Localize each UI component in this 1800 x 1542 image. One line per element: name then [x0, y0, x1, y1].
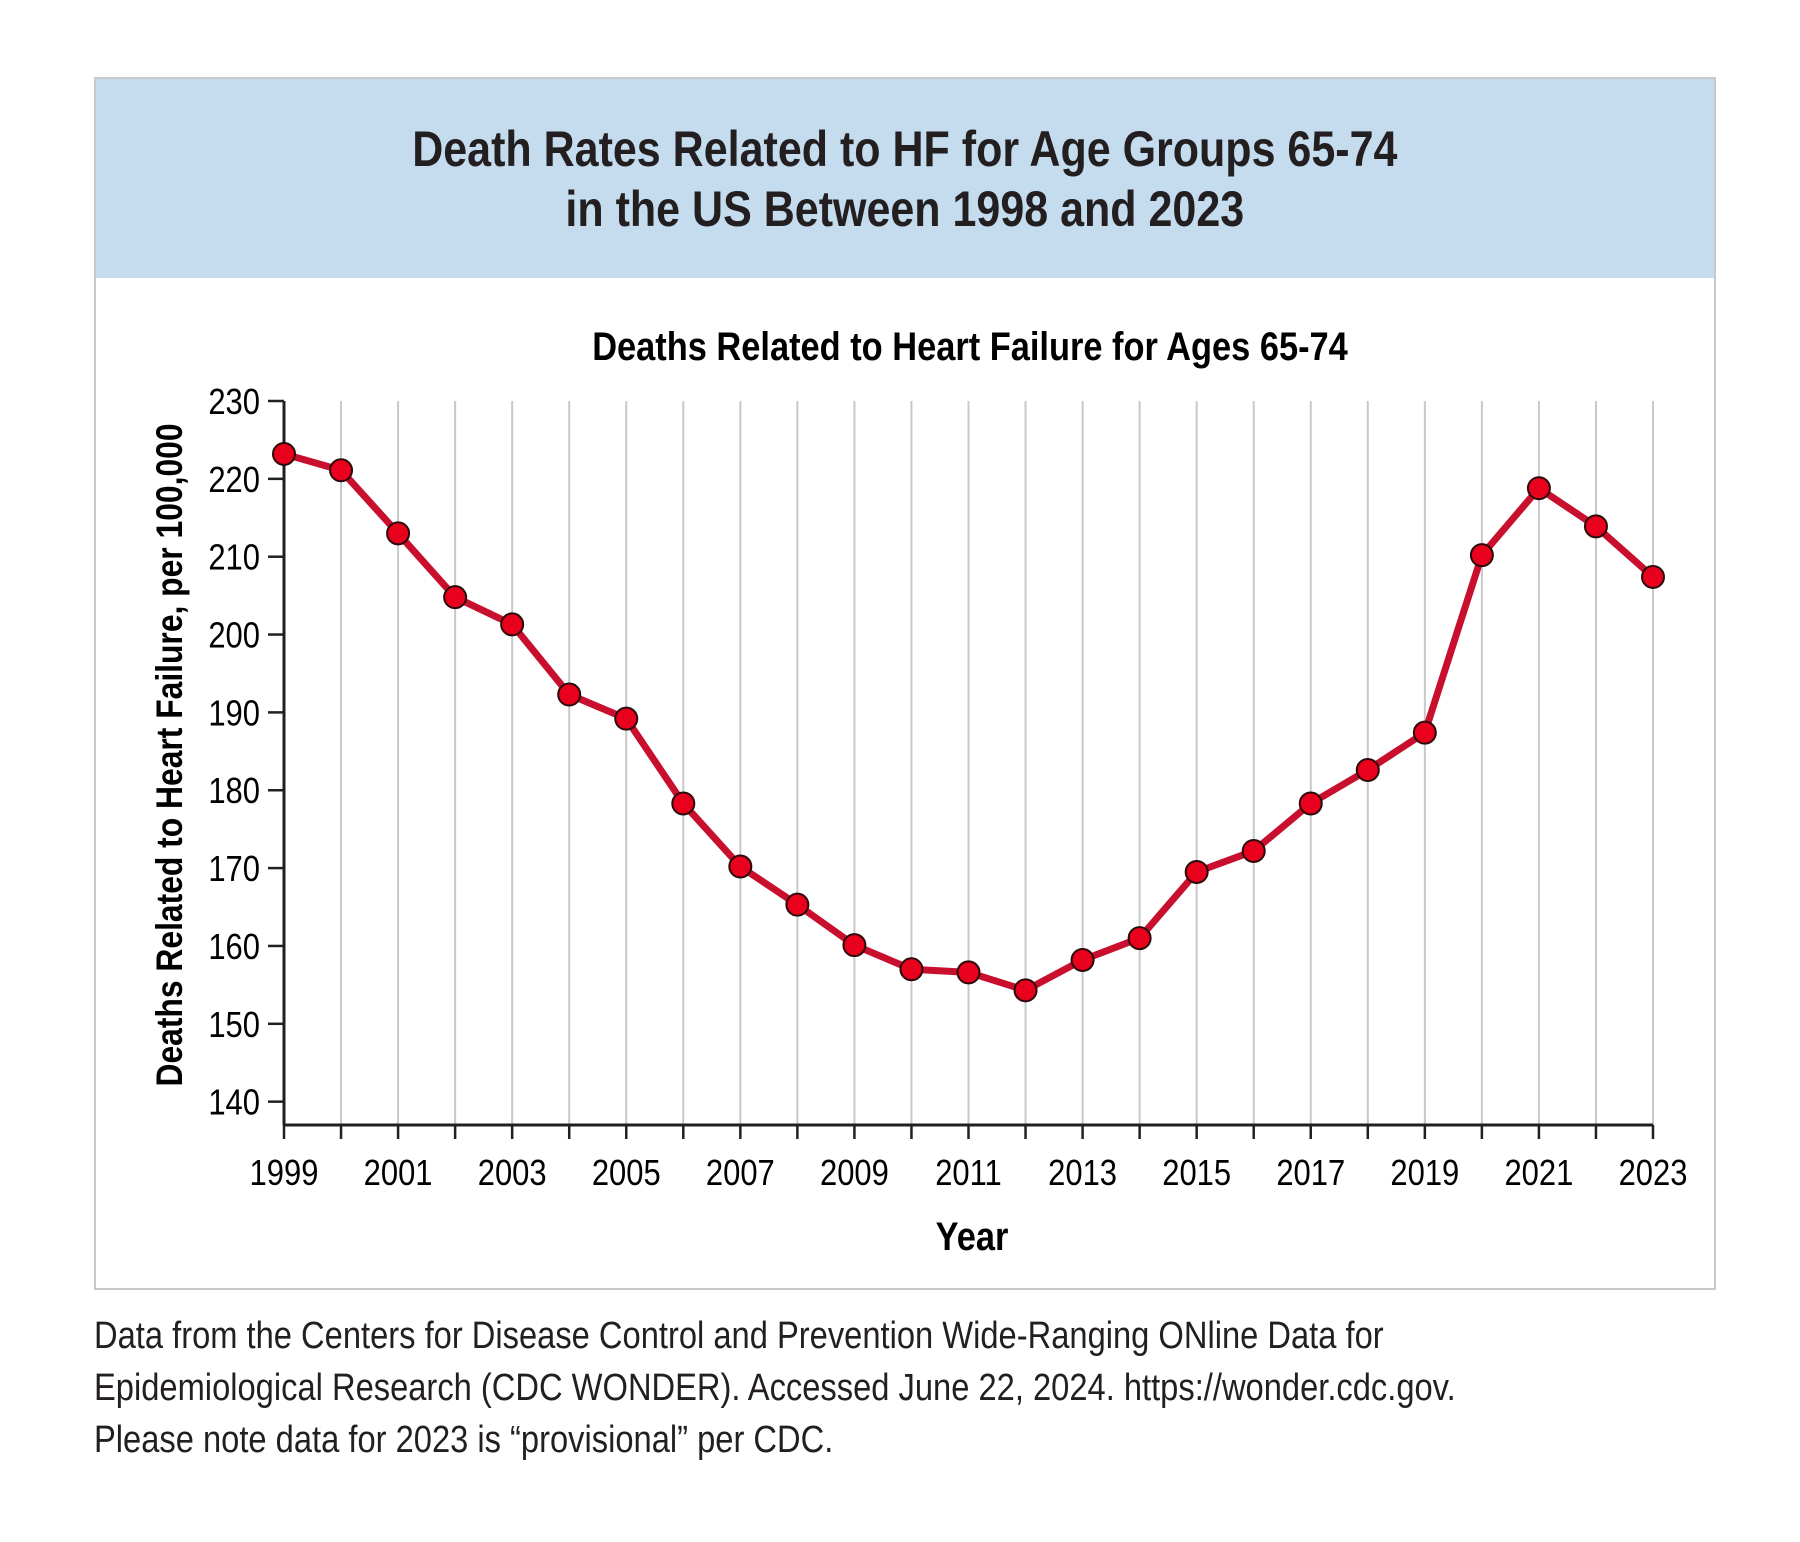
- y-axis-ticks: 140 150 160 170 180 190 200 210 220 230: [208, 383, 284, 1123]
- data-point-2014: [1127, 926, 1152, 951]
- page-title: Death Rates Related to HF for Age Groups…: [412, 119, 1397, 239]
- data-point-2015: [1184, 859, 1209, 884]
- y-tick-label-140: 140: [208, 1084, 260, 1124]
- data-point-2006: [671, 791, 696, 816]
- data-point-2009: [842, 933, 867, 958]
- chart-frame: Death Rates Related to HF for Age Groups…: [94, 77, 1716, 1290]
- data-point-2012: [1013, 978, 1038, 1003]
- y-tick-label-180: 180: [208, 772, 260, 812]
- y-tick-label-230: 230: [208, 383, 260, 423]
- series-group: [272, 441, 1665, 1003]
- x-tick-label-2003: 2003: [478, 1154, 547, 1194]
- header-banner: Death Rates Related to HF for Age Groups…: [96, 79, 1714, 278]
- y-tick-label-170: 170: [208, 850, 260, 890]
- page-title-line-1: Death Rates Related to HF for Age Groups…: [412, 120, 1398, 177]
- data-point-2011: [956, 960, 981, 985]
- line-chart: Deaths Related to Heart Failure for Ages…: [150, 324, 1688, 1259]
- source-note-line-1: Data from the Centers for Disease Contro…: [94, 1315, 1384, 1357]
- y-tick-label-160: 160: [208, 928, 260, 968]
- data-point-2016: [1241, 838, 1266, 863]
- x-tick-label-2015: 2015: [1162, 1154, 1231, 1194]
- x-axis-ticks: 1999 2001 2003 2005 2007 2009 2011 2013 2015 2017…: [250, 1125, 1688, 1194]
- chart-title: Deaths Related to Heart Failure for Ages…: [592, 324, 1348, 369]
- x-tick-label-2017: 2017: [1276, 1154, 1345, 1194]
- data-point-2001: [386, 521, 411, 546]
- y-tick-label-220: 220: [208, 461, 260, 501]
- x-tick-label-1999: 1999: [250, 1154, 319, 1194]
- data-point-2018: [1355, 758, 1380, 783]
- x-tick-label-2019: 2019: [1390, 1154, 1459, 1194]
- x-tick-label-2009: 2009: [820, 1154, 889, 1194]
- data-point-2004: [557, 682, 582, 707]
- y-tick-label-190: 190: [208, 694, 260, 734]
- source-note-line-3: Please note data for 2023 is “provisiona…: [94, 1419, 834, 1461]
- y-axis-label: Deaths Related to Heart Failure, per 100…: [150, 423, 191, 1086]
- grid-lines: [340, 401, 1654, 1125]
- data-point-2002: [443, 585, 468, 610]
- data-point-2019: [1412, 720, 1437, 745]
- data-point-2010: [899, 957, 924, 982]
- source-note-line-2: Epidemiological Research (CDC WONDER). A…: [94, 1367, 1456, 1409]
- x-tick-label-2001: 2001: [364, 1154, 433, 1194]
- x-tick-label-2023: 2023: [1619, 1154, 1688, 1194]
- page-title-line-2: in the US Between 1998 and 2023: [565, 180, 1245, 237]
- data-point-2008: [785, 892, 810, 917]
- data-point-2007: [728, 854, 753, 879]
- data-point-2017: [1298, 791, 1323, 816]
- data-point-1999: [272, 441, 296, 466]
- source-note: Data from the Centers for Disease Contro…: [94, 1310, 1504, 1466]
- y-tick-label-200: 200: [208, 616, 260, 656]
- data-point-2020: [1469, 543, 1494, 568]
- data-point-2005: [614, 706, 639, 731]
- y-tick-label-150: 150: [208, 1006, 260, 1046]
- x-tick-label-2021: 2021: [1504, 1154, 1573, 1194]
- data-point-2013: [1070, 947, 1095, 972]
- data-point-2021: [1526, 476, 1551, 501]
- x-tick-label-2011: 2011: [935, 1154, 1002, 1194]
- data-point-2022: [1583, 514, 1608, 539]
- x-tick-label-2005: 2005: [592, 1154, 661, 1194]
- data-point-2003: [500, 612, 525, 637]
- x-tick-label-2007: 2007: [706, 1154, 775, 1194]
- x-tick-label-2013: 2013: [1048, 1154, 1117, 1194]
- x-axis-label: Year: [936, 1214, 1009, 1259]
- y-tick-label-210: 210: [208, 539, 260, 579]
- data-point-2000: [329, 458, 354, 483]
- data-point-2023: [1641, 564, 1665, 589]
